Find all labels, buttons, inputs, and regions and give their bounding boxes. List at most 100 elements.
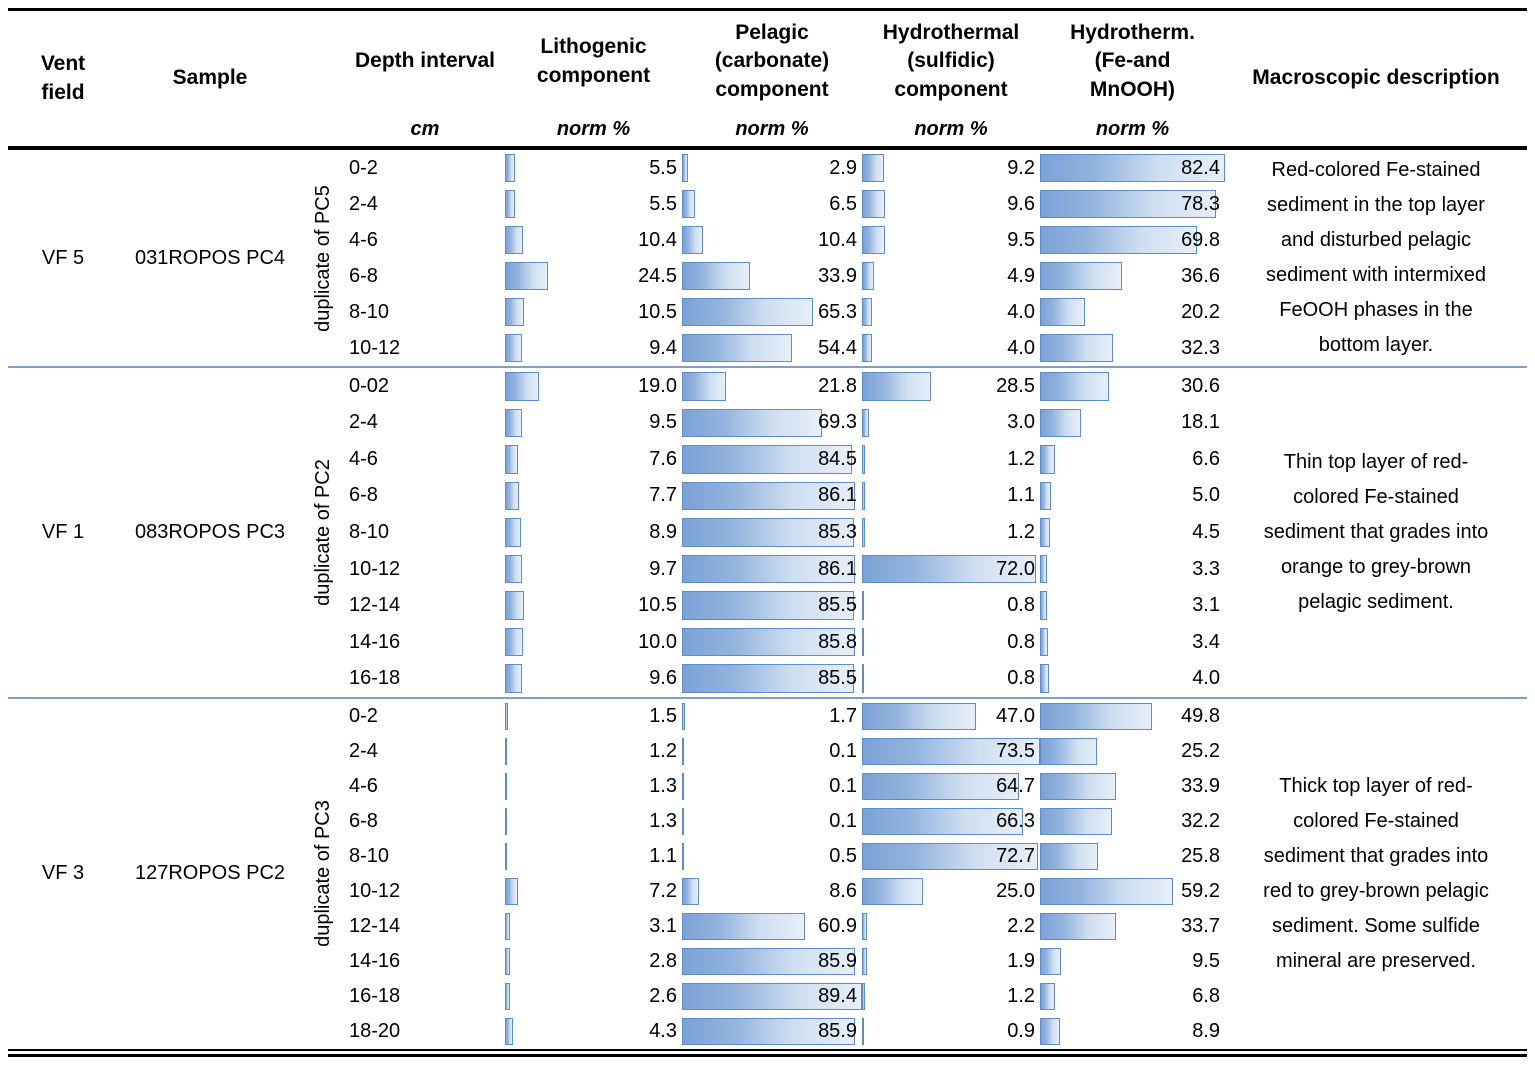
sulfidic-cell: 64.7: [862, 769, 1040, 804]
value-label: 10.4: [818, 228, 857, 251]
value-label: 7.7: [649, 484, 677, 507]
data-bar: [682, 807, 684, 835]
fe-mn-cell: 3.4: [1040, 624, 1225, 661]
data-bar: [1040, 226, 1197, 254]
sulfidic-cell: 3.0: [862, 405, 1040, 442]
value-label: 0.9: [1007, 1019, 1035, 1042]
data-bar: [505, 445, 519, 474]
col-header-label: Sample: [172, 66, 248, 90]
value-label: 49.8: [1181, 704, 1220, 727]
value-label: 3.0: [1007, 411, 1035, 434]
value-label: 9.7: [649, 557, 677, 580]
value-label: 85.8: [818, 630, 857, 653]
data-bar: [1040, 554, 1048, 584]
data-bar: [862, 591, 864, 620]
depth-cell: 0-02: [349, 374, 390, 397]
lithogenic-cell: 10.5: [505, 587, 682, 624]
sulfidic-cell: 72.7: [862, 839, 1040, 874]
col-header-unit: norm %: [914, 117, 988, 140]
value-label: 6.8: [1192, 984, 1220, 1007]
value-label: 8.9: [1192, 1019, 1220, 1042]
pelagic-cell: 60.9: [682, 909, 862, 944]
data-bar: [505, 372, 539, 401]
pelagic-cell: 2.9: [682, 150, 862, 186]
duplicate-label: duplicate of PC5: [312, 184, 335, 332]
value-label: 86.1: [818, 484, 857, 507]
lithogenic-cell: 1.3: [505, 769, 682, 804]
lithogenic-cell: 1.5: [505, 699, 682, 734]
depth-cell: 10-12: [349, 879, 401, 902]
data-bar: [862, 445, 865, 474]
data-bar: [862, 912, 868, 940]
data-bar: [1040, 298, 1086, 326]
lithogenic-cell: 5.5: [505, 186, 682, 222]
data-bar: [1040, 702, 1152, 730]
data-bar: [862, 262, 874, 290]
pelagic-cell: 10.4: [682, 222, 862, 258]
col-header-unit: cm: [410, 117, 440, 140]
value-label: 78.3: [1181, 192, 1220, 215]
data-bar: [505, 1017, 513, 1045]
value-label: 1.5: [649, 704, 677, 727]
fe-mn-cell: 9.5: [1040, 944, 1225, 979]
data-bar: [862, 226, 885, 254]
value-label: 7.2: [649, 879, 677, 902]
data-bar: [682, 842, 684, 870]
value-label: 1.1: [1007, 484, 1035, 507]
value-label: 3.1: [1192, 594, 1220, 617]
value-label: 9.6: [649, 667, 677, 690]
data-bar: [505, 226, 524, 254]
col-header-macroscopic-description: Macroscopic description: [1225, 11, 1527, 146]
col-header-unit: norm %: [556, 117, 631, 140]
col-header-lithogenic: Lithogenic component norm %: [505, 11, 682, 146]
data-bar: [505, 807, 508, 835]
col-header-sulfidic: Hydrothermal (sulfidic) component norm %: [862, 11, 1040, 146]
value-label: 20.2: [1181, 300, 1220, 323]
pelagic-cell: 0.1: [682, 804, 862, 839]
col-header-depth-interval: Depth interval cm: [345, 11, 505, 146]
data-bar: [1040, 842, 1098, 870]
data-bar: [862, 664, 864, 693]
data-bar: [682, 982, 862, 1010]
value-label: 6.6: [1192, 447, 1220, 470]
depth-cell: 18-20: [349, 1019, 401, 1042]
duplicate-label-cell: duplicate of PC3: [302, 699, 345, 1049]
data-bar: [862, 334, 872, 362]
sulfidic-cell: 72.0: [862, 551, 1040, 588]
fe-mn-cell: 3.3: [1040, 551, 1225, 588]
fe-mn-cell: 8.9: [1040, 1014, 1225, 1049]
col-header-vent-field: Vent field: [8, 11, 118, 146]
data-bar: [862, 772, 1019, 800]
sulfidic-cell: 66.3: [862, 804, 1040, 839]
col-header-label: Depth interval: [354, 49, 496, 73]
data-bar: [682, 702, 686, 730]
data-bar: [505, 554, 523, 584]
value-label: 21.8: [818, 374, 857, 397]
depth-cell: 14-16: [349, 630, 401, 653]
data-bar: [862, 737, 1040, 765]
lithogenic-cell: 19.0: [505, 368, 682, 405]
value-label: 82.4: [1181, 156, 1220, 179]
pelagic-cell: 86.1: [682, 551, 862, 588]
data-bar: [505, 912, 511, 940]
lithogenic-cell: 7.6: [505, 441, 682, 478]
data-bar: [1040, 877, 1173, 905]
value-label: 85.9: [818, 949, 857, 972]
sulfidic-cell: 25.0: [862, 874, 1040, 909]
value-label: 1.2: [649, 739, 677, 762]
value-label: 5.5: [649, 156, 677, 179]
pelagic-cell: 0.1: [682, 769, 862, 804]
fe-mn-cell: 69.8: [1040, 222, 1225, 258]
lithogenic-cell: 1.2: [505, 734, 682, 769]
data-bar: [505, 702, 508, 730]
lithogenic-cell: 2.6: [505, 979, 682, 1014]
value-label: 72.0: [996, 557, 1035, 580]
depth-cell: 16-18: [349, 984, 401, 1007]
value-label: 1.2: [1007, 447, 1035, 470]
data-bar: [862, 982, 865, 1010]
data-bar: [505, 481, 519, 511]
value-label: 8.6: [829, 879, 857, 902]
fe-mn-cell: 49.8: [1040, 699, 1225, 734]
value-label: 5.0: [1192, 484, 1220, 507]
lithogenic-cell: 1.3: [505, 804, 682, 839]
